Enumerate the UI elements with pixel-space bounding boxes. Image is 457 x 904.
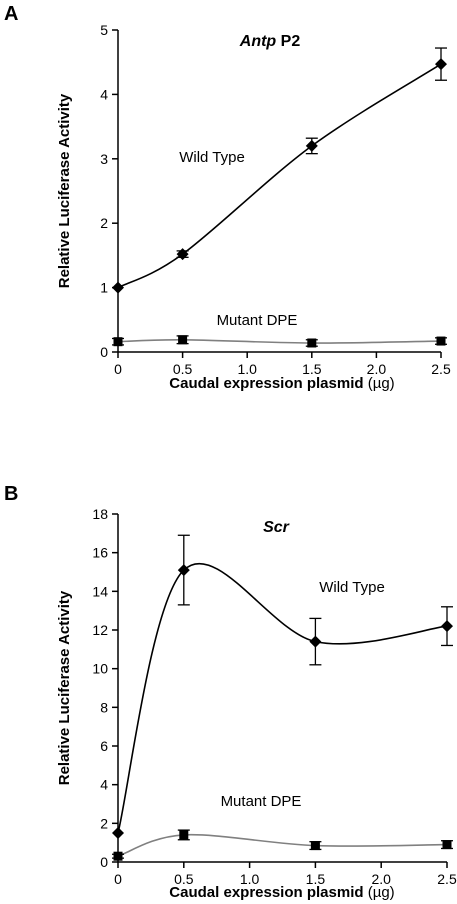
panel-b-xunit: (µg) [368, 884, 395, 901]
panel-b-wild-type-label: Wild Type [319, 579, 385, 596]
panel-a-letter: A [4, 3, 18, 25]
panel-b-y-tick-label: 8 [100, 699, 108, 715]
panel-a-wild-type-point [305, 139, 318, 152]
panel-a-x-tick-label: 0.5 [173, 361, 193, 377]
panel-b-wild-type-point [309, 635, 322, 648]
panel-a-x-tick-label: 2.5 [431, 361, 451, 377]
panel-b-y-tick-label: 2 [100, 815, 108, 831]
panel-a-y-tick-label: 1 [100, 280, 108, 296]
panel-b-y-tick-label: 0 [100, 854, 108, 870]
panel-b-x-tick-label: 2.5 [437, 871, 457, 887]
panel-a-title: Antp P2 [239, 33, 301, 50]
panel-b-letter: B [4, 483, 18, 505]
panel-b-y-tick-label: 6 [100, 738, 108, 754]
panel-b-wild-type-point [177, 564, 190, 577]
panel-a-title-suffix: P2 [276, 33, 300, 50]
panel-a-y-tick-label: 5 [100, 22, 108, 38]
panel-a-x-tick-label: 0 [114, 361, 122, 377]
panel-b-xlabel: Caudal expression plasmid [169, 884, 363, 901]
panel-a-title-italic: Antp [239, 33, 277, 50]
panel-b-mutant-dpe-line [117, 833, 448, 857]
panel-b-x-tick-label: 2.0 [371, 871, 391, 887]
panel-a-y-tick-label: 3 [100, 151, 108, 167]
panel-b-y-tick-label: 18 [92, 506, 108, 522]
panel-a-mutant-dpe-point [307, 338, 317, 348]
panel-a-y-tick-label: 0 [100, 344, 108, 360]
panel-b-wild-type-line [117, 562, 448, 834]
panel-a-mutant-dpe-point [178, 335, 188, 345]
panel-a-wild-type-point [112, 281, 124, 294]
panel-b-mutant-dpe-point [310, 841, 320, 851]
panel-a-wild-type-point [176, 248, 189, 261]
panel-b: B Scr 0 2 4 6 8 10 12 14 16 18 0 0.5 1.0 1.5 2.0 2.5 W… [4, 483, 457, 901]
panel-b-y-tick-label: 14 [92, 583, 108, 599]
panel-a-mutant-dpe-line [117, 338, 442, 344]
panel-a-mutant-dpe-point [113, 337, 123, 347]
panel-b-y-tick-label: 12 [92, 622, 108, 638]
panel-b-y-tick-label: 16 [92, 545, 108, 561]
panel-a-x-axis-label: Caudal expression plasmid (µg) [169, 375, 394, 392]
panel-a-wild-type-label: Wild Type [179, 149, 245, 166]
panel-b-wild-type-point [441, 620, 453, 633]
panel-a-mutant-dpe-label: Mutant DPE [217, 312, 298, 329]
panel-b-title-italic: Scr [263, 519, 290, 536]
panel-b-title: Scr [263, 519, 290, 536]
panel-b-mutant-dpe-point [179, 830, 189, 840]
panel-b-y-tick-label: 10 [92, 661, 108, 677]
panel-a-y-tick-label: 4 [100, 86, 108, 102]
panel-b-x-tick-label: 1.0 [240, 871, 260, 887]
panel-b-y-tick-label: 4 [100, 777, 108, 793]
panel-a-x-tick-label: 2.0 [367, 361, 387, 377]
panel-a: A Antp P2 0 1 2 3 4 5 0 0.5 1.0 1.5 2.0 2.5 Wild T… [4, 3, 451, 392]
panel-b-mutant-dpe-point [442, 840, 452, 850]
panel-a-mutant-dpe-point [436, 336, 446, 346]
panel-b-x-axis-label: Caudal expression plasmid (µg) [169, 884, 394, 901]
panel-b-mutant-dpe-point [113, 851, 123, 861]
panel-a-xlabel: Caudal expression plasmid [169, 375, 363, 392]
panel-a-wild-type-point [435, 58, 447, 71]
panel-a-x-tick-label: 1.0 [237, 361, 257, 377]
panel-b-x-tick-label: 0.5 [174, 871, 194, 887]
panel-a-y-tick-label: 2 [100, 215, 108, 231]
panel-a-y-axis-label: Relative Luciferase Activity [56, 93, 73, 288]
panel-b-wild-type-point [112, 827, 124, 839]
panel-b-x-tick-label: 1.5 [306, 871, 326, 887]
panel-a-wild-type-line [117, 63, 442, 289]
panel-b-mutant-dpe-label: Mutant DPE [221, 793, 302, 810]
panel-a-xunit: (µg) [368, 375, 395, 392]
panel-a-x-tick-label: 1.5 [302, 361, 322, 377]
panel-b-y-axis-label: Relative Luciferase Activity [56, 590, 73, 785]
panel-b-x-tick-label: 0 [114, 871, 122, 887]
